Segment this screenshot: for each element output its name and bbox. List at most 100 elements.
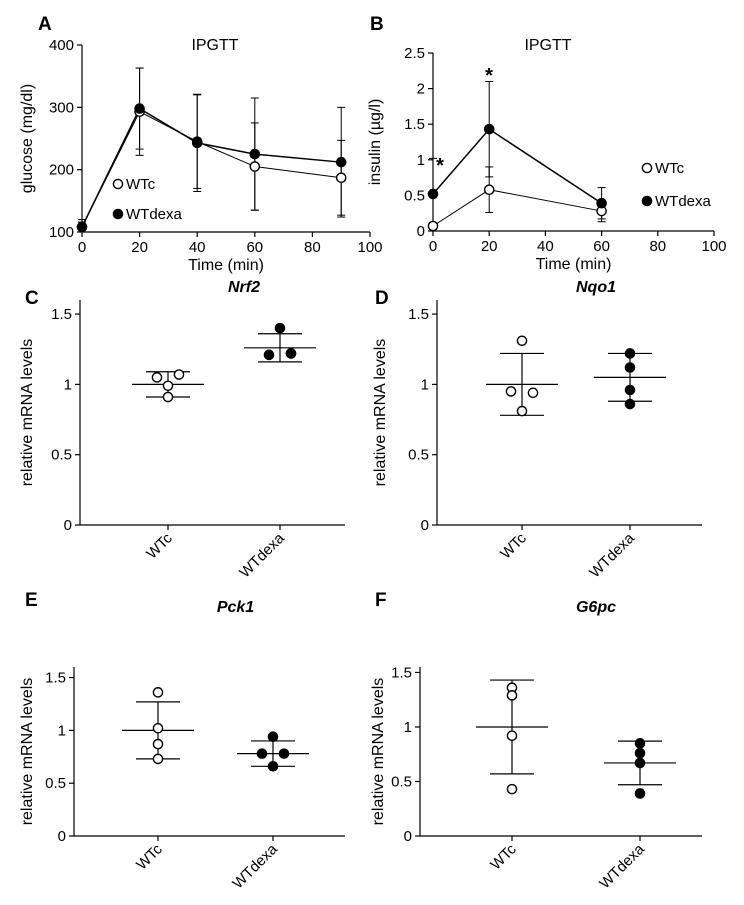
significance-star-B: * [485,65,493,87]
x-axis-label-A: Time (min) [188,257,264,274]
y-tick-label-C: 1.5 [51,306,72,323]
x-tick-label-B: 60 [593,238,610,255]
x-tick-label-A: 80 [304,239,321,256]
x-tick-label-A: 100 [357,239,382,256]
data-point-F-WTc [506,783,518,795]
x-tick-label-A: 60 [246,239,263,256]
y-tick-label-C: 1 [64,376,72,393]
y-tick-label-F: 1.5 [391,664,412,681]
y-tick-label-D: 0 [421,517,429,534]
y-tick-label-A: 400 [49,37,74,54]
data-point-A-WTdexa [76,221,88,233]
panel-label-F: F [375,590,387,611]
data-point-A-WTdexa [249,148,261,160]
y-axis-label-B: insulin (µg/l) [367,99,384,186]
data-point-F-WTc [506,730,518,741]
data-point-E-WTdexa [267,731,279,743]
x-tick-label-D: WTc [497,529,530,562]
x-tick-label-C: WTc [143,529,176,562]
y-tick-label-D: 1 [421,376,429,393]
chart-title-B: IPGTT [524,37,571,54]
data-point-D-WTdexa [624,362,636,373]
x-tick-label-E: WTdexa [229,840,281,892]
x-tick-label-B: 20 [481,238,498,255]
data-point-C-WTc [162,380,174,392]
x-tick-label-A: 40 [189,239,206,256]
x-axis-label-B: Time (min) [536,256,612,273]
data-point-A-WTc [335,172,347,184]
data-point-D-WTdexa [624,398,636,410]
data-point-E-WTdexa [267,760,279,772]
data-point-C-WTc [162,391,174,403]
legend-marker-B-WTdexa [641,195,653,207]
y-tick-label-F: 1 [404,719,412,736]
y-tick-label-F: 0.5 [391,773,412,790]
panel-label-B: B [370,14,384,35]
legend-marker-B-WTc [641,162,653,174]
legend-marker-A-WTc [112,178,124,190]
data-point-F-WTc [506,690,518,701]
chart-title-D: Nqo1 [576,279,616,296]
data-point-B-WTdexa [427,188,439,200]
y-tick-label-A: 300 [49,99,74,116]
y-tick-label-A: 100 [49,224,74,241]
y-axis-label-A: glucose (mg/dl) [19,84,36,193]
chart-title-E: Pck1 [217,599,254,616]
legend-label-B-WTdexa: WTdexa [655,193,712,210]
y-tick-label-F: 0 [404,828,412,845]
significance-star-B: * [436,155,444,177]
legend-label-A-WTdexa: WTdexa [126,206,183,223]
series-line-B-WTc [432,189,602,227]
y-tick-label-B: 1 [417,152,425,169]
y-tick-label-A: 200 [49,162,74,179]
y-tick-label-D: 1.5 [408,306,429,323]
y-tick-label-E: 0.5 [45,775,66,792]
data-point-A-WTdexa [191,137,203,149]
data-point-E-WTc [152,753,164,765]
data-point-C-WTdexa [263,349,275,361]
chart-title-F: G6pc [576,599,616,616]
data-point-F-WTdexa [634,788,646,799]
series-line-A-WTdexa [81,107,342,228]
panel-label-D: D [375,288,389,309]
data-point-D-WTdexa [624,348,636,359]
y-tick-label-B: 0.5 [404,187,425,204]
legend-marker-A-WTdexa [112,208,124,220]
x-tick-label-E: WTc [133,840,166,873]
x-tick-label-A: 20 [131,239,148,256]
y-tick-label-B: 0 [417,223,425,240]
y-tick-label-B: 2 [417,81,425,98]
data-point-F-WTdexa [634,757,646,769]
data-point-F-WTdexa [634,738,646,749]
y-tick-label-E: 1 [58,722,66,739]
data-point-B-WTc [483,184,495,196]
legend-label-A-WTc: WTc [126,176,156,193]
panel-label-E: E [25,590,38,611]
data-point-D-WTc [516,335,528,347]
data-point-B-WTdexa [596,197,607,209]
y-tick-label-B: 2.5 [404,45,425,62]
data-point-B-WTdexa [483,123,495,135]
data-point-D-WTc [516,405,528,417]
data-point-C-WTdexa [285,348,297,359]
data-point-A-WTdexa [134,103,145,114]
y-tick-label-D: 0.5 [408,447,429,464]
data-point-A-WTdexa [335,156,347,168]
x-tick-label-A: 0 [78,239,86,256]
y-axis-label-F: relative mRNA levels [370,678,387,826]
x-tick-label-C: WTdexa [236,529,288,581]
x-tick-label-F: WTc [487,840,520,873]
data-point-E-WTdexa [278,748,290,759]
x-tick-label-B: 80 [649,238,666,255]
data-point-D-WTc [505,386,517,397]
data-point-E-WTdexa [256,748,268,759]
data-point-C-WTdexa [274,322,286,334]
y-tick-label-E: 1.5 [45,670,66,687]
x-tick-label-F: WTdexa [596,840,648,892]
data-point-B-WTc [427,220,439,232]
x-tick-label-B: 40 [537,238,554,255]
y-tick-label-C: 0.5 [51,447,72,464]
y-axis-label-D: relative mRNA levels [372,339,389,487]
panel-label-A: A [38,14,52,35]
